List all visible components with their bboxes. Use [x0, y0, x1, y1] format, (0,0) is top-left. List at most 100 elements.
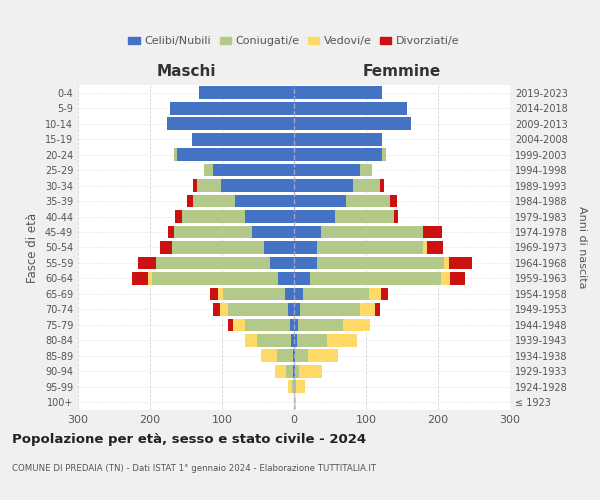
Bar [449, 272, 466, 285]
Bar [192, 133, 294, 145]
Bar [182, 210, 245, 223]
Bar [292, 380, 294, 393]
Bar [167, 118, 294, 130]
Bar [204, 164, 214, 176]
Bar [369, 288, 381, 300]
Bar [376, 303, 380, 316]
Bar [343, 318, 370, 331]
Bar [287, 303, 294, 316]
Bar [294, 241, 317, 254]
Bar [229, 318, 233, 331]
Bar [295, 350, 308, 362]
Bar [294, 350, 295, 362]
Bar [168, 226, 175, 238]
Bar [294, 288, 302, 300]
Bar [294, 272, 310, 285]
Bar [214, 164, 294, 176]
Bar [380, 179, 384, 192]
Bar [261, 350, 277, 362]
Bar [294, 365, 295, 378]
Bar [445, 256, 449, 270]
Bar [221, 179, 294, 192]
Bar [317, 256, 445, 270]
Bar [252, 226, 294, 238]
Bar [172, 241, 264, 254]
Bar [270, 256, 294, 270]
Bar [275, 365, 286, 378]
Bar [382, 148, 386, 161]
Bar [294, 396, 296, 408]
Bar [294, 226, 320, 238]
Bar [297, 334, 327, 346]
Bar [193, 194, 235, 207]
Bar [277, 350, 293, 362]
Bar [423, 241, 427, 254]
Bar [175, 210, 182, 223]
Bar [264, 241, 294, 254]
Text: Femmine: Femmine [363, 64, 441, 79]
Bar [423, 226, 442, 238]
Bar [391, 194, 397, 207]
Bar [296, 380, 305, 393]
Bar [353, 179, 380, 192]
Bar [294, 256, 317, 270]
Bar [290, 318, 294, 331]
Bar [298, 318, 343, 331]
Bar [308, 350, 338, 362]
Bar [295, 365, 299, 378]
Text: COMUNE DI PREDAIA (TN) - Dati ISTAT 1° gennaio 2024 - Elaborazione TUTTITALIA.IT: COMUNE DI PREDAIA (TN) - Dati ISTAT 1° g… [12, 464, 376, 473]
Bar [199, 86, 294, 99]
Bar [220, 303, 229, 316]
Bar [359, 303, 376, 316]
Bar [427, 241, 443, 254]
Bar [229, 303, 287, 316]
Bar [294, 118, 410, 130]
Bar [245, 210, 294, 223]
Text: Maschi: Maschi [156, 64, 216, 79]
Bar [157, 256, 270, 270]
Bar [449, 256, 472, 270]
Bar [360, 164, 373, 176]
Bar [132, 272, 148, 285]
Text: Popolazione per età, sesso e stato civile - 2024: Popolazione per età, sesso e stato civil… [12, 432, 366, 446]
Bar [294, 133, 382, 145]
Bar [294, 164, 360, 176]
Bar [293, 365, 294, 378]
Bar [299, 365, 322, 378]
Bar [394, 210, 398, 223]
Bar [335, 210, 394, 223]
Bar [317, 241, 423, 254]
Bar [320, 226, 423, 238]
Bar [294, 86, 382, 99]
Bar [327, 334, 358, 346]
Bar [288, 380, 292, 393]
Bar [218, 288, 223, 300]
Bar [294, 148, 382, 161]
Bar [197, 179, 221, 192]
Bar [193, 179, 197, 192]
Bar [138, 256, 157, 270]
Bar [294, 210, 335, 223]
Legend: Celibi/Nubili, Coniugati/e, Vedovi/e, Divorziati/e: Celibi/Nubili, Coniugati/e, Vedovi/e, Di… [124, 32, 464, 51]
Bar [245, 334, 257, 346]
Bar [223, 288, 286, 300]
Bar [160, 241, 172, 254]
Bar [187, 194, 193, 207]
Bar [286, 288, 294, 300]
Y-axis label: Anni di nascita: Anni di nascita [577, 206, 587, 288]
Bar [293, 350, 294, 362]
Bar [235, 194, 294, 207]
Bar [294, 380, 296, 393]
Bar [178, 148, 294, 161]
Bar [294, 334, 297, 346]
Bar [294, 318, 298, 331]
Bar [214, 303, 220, 316]
Bar [346, 194, 391, 207]
Bar [294, 303, 301, 316]
Bar [294, 194, 346, 207]
Bar [301, 303, 359, 316]
Bar [245, 318, 290, 331]
Bar [233, 318, 245, 331]
Bar [291, 334, 294, 346]
Bar [310, 272, 441, 285]
